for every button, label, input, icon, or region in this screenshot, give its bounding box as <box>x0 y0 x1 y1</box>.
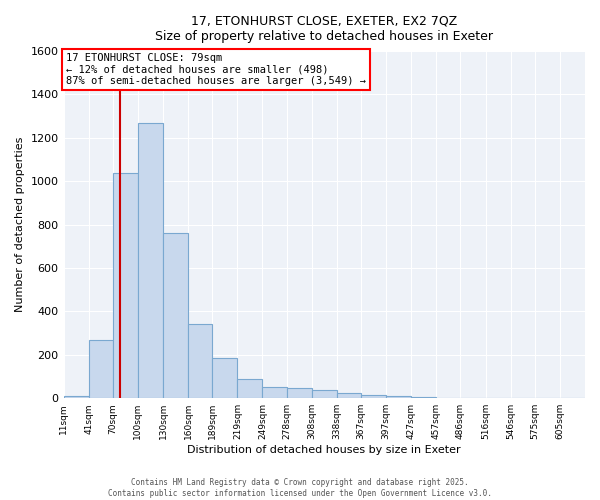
Bar <box>163 234 188 398</box>
Text: Contains HM Land Registry data © Crown copyright and database right 2025.
Contai: Contains HM Land Registry data © Crown c… <box>108 478 492 498</box>
Bar <box>89 340 113 398</box>
Bar <box>337 393 361 398</box>
Bar <box>113 172 138 398</box>
Y-axis label: Number of detached properties: Number of detached properties <box>15 137 25 312</box>
Bar <box>386 396 411 398</box>
Bar <box>238 378 262 398</box>
Bar <box>188 324 212 398</box>
Bar <box>312 390 337 398</box>
Bar <box>287 388 312 398</box>
Bar <box>212 358 238 398</box>
Bar <box>262 388 287 398</box>
X-axis label: Distribution of detached houses by size in Exeter: Distribution of detached houses by size … <box>187 445 461 455</box>
Bar <box>361 395 386 398</box>
Text: 17 ETONHURST CLOSE: 79sqm
← 12% of detached houses are smaller (498)
87% of semi: 17 ETONHURST CLOSE: 79sqm ← 12% of detac… <box>66 53 366 86</box>
Bar <box>138 122 163 398</box>
Title: 17, ETONHURST CLOSE, EXETER, EX2 7QZ
Size of property relative to detached house: 17, ETONHURST CLOSE, EXETER, EX2 7QZ Siz… <box>155 15 493 43</box>
Bar <box>411 397 436 398</box>
Bar <box>64 396 89 398</box>
